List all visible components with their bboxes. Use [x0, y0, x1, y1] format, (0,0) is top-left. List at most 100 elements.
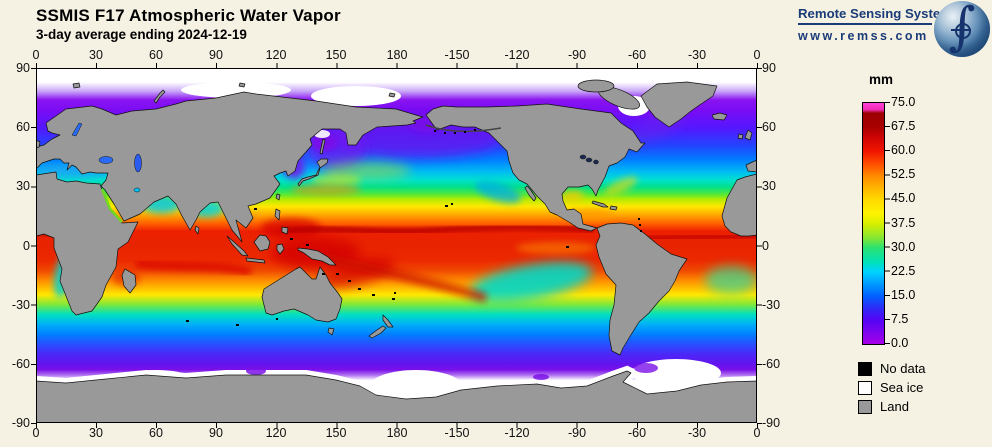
lon-label: -120: [504, 426, 530, 440]
iberia-edge: [745, 159, 757, 173]
lat-label: 90: [762, 61, 776, 75]
greenland: [640, 81, 718, 128]
mindanao: [281, 226, 289, 235]
lon-label: 90: [209, 48, 223, 62]
baltic-sea: [71, 122, 83, 137]
colorbar-tick-label: 0.0: [891, 336, 909, 350]
lat-label: -30: [762, 298, 781, 312]
new-zealand-north: [382, 314, 394, 328]
aleutian-arc: [425, 124, 502, 133]
colorbar-tick-label: 37.5: [891, 216, 916, 230]
lon-label: -30: [687, 426, 707, 440]
legend-label: No data: [880, 361, 926, 376]
lon-label: 120: [265, 48, 287, 62]
logo-block: Remote Sensing Systems www.remss.com: [798, 6, 960, 43]
wrangel: [388, 92, 396, 98]
colorbar-tick-label: 22.5: [891, 264, 916, 278]
map-frame: [36, 68, 757, 423]
borneo: [253, 234, 271, 252]
lon-label: 0: [753, 48, 761, 62]
land: [36, 79, 757, 423]
legend-item-sea-ice: Sea ice: [858, 380, 926, 395]
lon-label: 180: [386, 426, 408, 440]
logo-name: Remote Sensing Systems: [798, 6, 960, 21]
cuba: [591, 200, 609, 208]
sakhalin: [319, 138, 326, 155]
lon-label: 150: [325, 426, 347, 440]
colorbar-tick-label: 7.5: [891, 312, 909, 326]
lon-label: 0: [32, 48, 40, 62]
lat-axis-ticks-right: [757, 68, 762, 424]
page-subtitle: 3-day average ending 2024-12-19: [36, 27, 247, 42]
great-lake: [579, 154, 587, 160]
black-sea: [98, 156, 114, 164]
java: [245, 257, 266, 264]
lon-label: -90: [567, 426, 587, 440]
lat-label: -30: [11, 298, 30, 312]
colorbar: [862, 102, 885, 345]
africa: [36, 171, 139, 316]
japan: [297, 158, 329, 187]
luzon: [274, 208, 281, 221]
eurasia: [36, 91, 424, 243]
lon-label: 60: [149, 426, 163, 440]
colorbar-tick-label: 52.5: [891, 167, 916, 181]
map-legend: No data Sea ice Land: [858, 361, 926, 418]
colorbar-tick-label: 75.0: [891, 95, 916, 109]
lat-label: -60: [762, 357, 781, 371]
colorbar-tick-label: 30.0: [891, 240, 916, 254]
lon-label: -150: [444, 426, 470, 440]
great-lake: [585, 157, 593, 163]
colorbar-tick-label: 45.0: [891, 191, 916, 205]
lat-label: 90: [16, 61, 30, 75]
logo-url-link[interactable]: www.remss.com: [798, 29, 929, 43]
new-guinea: [297, 247, 337, 266]
lon-label: 30: [89, 48, 103, 62]
lat-label: 60: [16, 120, 30, 134]
antarctica: [36, 370, 757, 423]
water-vapor-world-map: [36, 68, 757, 423]
lat-label: 0: [762, 239, 769, 253]
lon-label: -120: [504, 48, 530, 62]
sumatra: [226, 235, 249, 257]
iceland: [711, 112, 728, 121]
hispaniola: [609, 205, 618, 211]
sea-ice-swatch: [858, 380, 872, 395]
logo-rule: [798, 23, 932, 25]
lon-label: 120: [265, 426, 287, 440]
north-america: [425, 103, 646, 232]
no-data-specks: [186, 129, 642, 326]
novaya-zemlya: [153, 89, 166, 104]
lon-label: 60: [149, 48, 163, 62]
svalbard: [72, 82, 81, 89]
lat-label: 30: [762, 179, 776, 193]
lat-label: -90: [11, 416, 30, 430]
legend-item-land: Land: [858, 399, 926, 414]
south-america: [595, 222, 688, 356]
uk-edge: [744, 129, 753, 141]
lat-label: 30: [16, 179, 30, 193]
legend-label: Sea ice: [880, 380, 924, 395]
lat-label: -90: [762, 416, 781, 430]
persian-gulf: [133, 187, 141, 193]
lat-label: 0: [23, 239, 30, 253]
no-data-swatch: [858, 361, 872, 376]
ellesmere: [577, 79, 615, 93]
page-title: SSMIS F17 Atmospheric Water Vapor: [36, 6, 341, 25]
lat-label: -60: [11, 357, 30, 371]
colorbar-unit: mm: [868, 72, 893, 87]
lon-label: 30: [89, 426, 103, 440]
madagascar: [121, 268, 137, 294]
lon-axis-ticks-bottom: [36, 423, 758, 428]
lon-label: 180: [386, 48, 408, 62]
taiwan: [275, 193, 281, 201]
lon-label: -60: [627, 426, 647, 440]
lon-axis-ticks-top: [36, 63, 758, 68]
crosshair-circle-icon: [951, 19, 971, 39]
lon-label: -150: [444, 48, 470, 62]
colorbar-tick-label: 67.5: [891, 119, 916, 133]
lon-label: 0: [32, 426, 40, 440]
lon-label: -30: [687, 48, 707, 62]
red-sea: [100, 188, 123, 223]
